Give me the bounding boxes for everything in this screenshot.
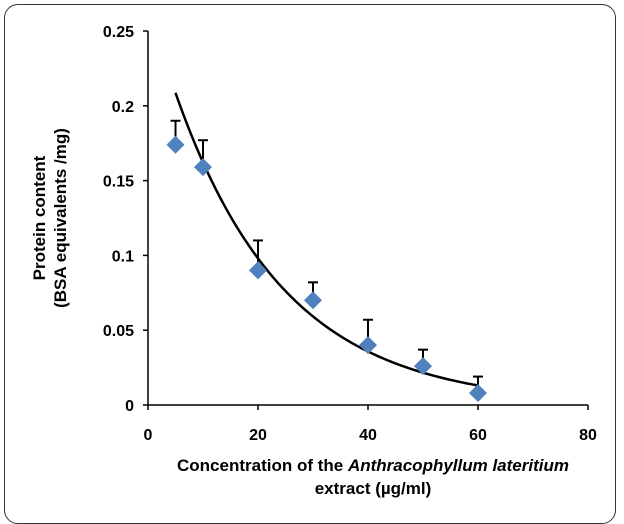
data-point (166, 135, 185, 154)
x-tick-label: 40 (359, 427, 377, 444)
error-bars (170, 119, 483, 394)
trendline-group (174, 92, 479, 387)
data-point (194, 158, 212, 177)
data-point (414, 357, 432, 376)
x-axis-label-line2: extract (µg/ml) (315, 479, 432, 498)
chart: 0 0.05 0.1 0.15 0.2 0.25 0 20 40 60 80 Protein con… (30, 24, 597, 498)
data-point (469, 384, 487, 403)
x-tick-label: 20 (249, 427, 267, 444)
x-axis-label-prefix: Concentration of the (177, 456, 348, 475)
y-tick-label: 0 (125, 398, 134, 415)
trendline (174, 92, 479, 387)
y-axis-label-line1: Protein content (30, 155, 49, 280)
data-point (359, 336, 377, 355)
axes (143, 30, 589, 410)
data-points (166, 135, 487, 403)
y-tick-label: 0.2 (112, 99, 134, 116)
data-point (304, 291, 322, 310)
x-tick-label: 80 (579, 427, 597, 444)
x-tick-label: 0 (144, 427, 153, 444)
y-tick-label: 0.1 (112, 248, 134, 265)
y-tick-label: 0.15 (103, 174, 134, 191)
x-axis-label-line1: Concentration of the Anthracophyllum lat… (177, 456, 569, 475)
tick-labels: 0 0.05 0.1 0.15 0.2 0.25 0 20 40 60 80 (103, 24, 597, 444)
y-tick-label: 0.05 (103, 323, 134, 340)
data-point (249, 261, 267, 280)
y-tick-label: 0.25 (103, 24, 134, 41)
y-axis-label-line2: (BSA equivalents /mg) (51, 128, 70, 308)
x-tick-label: 60 (469, 427, 487, 444)
x-axis-label-species: Anthracophyllum lateritium (347, 456, 569, 475)
